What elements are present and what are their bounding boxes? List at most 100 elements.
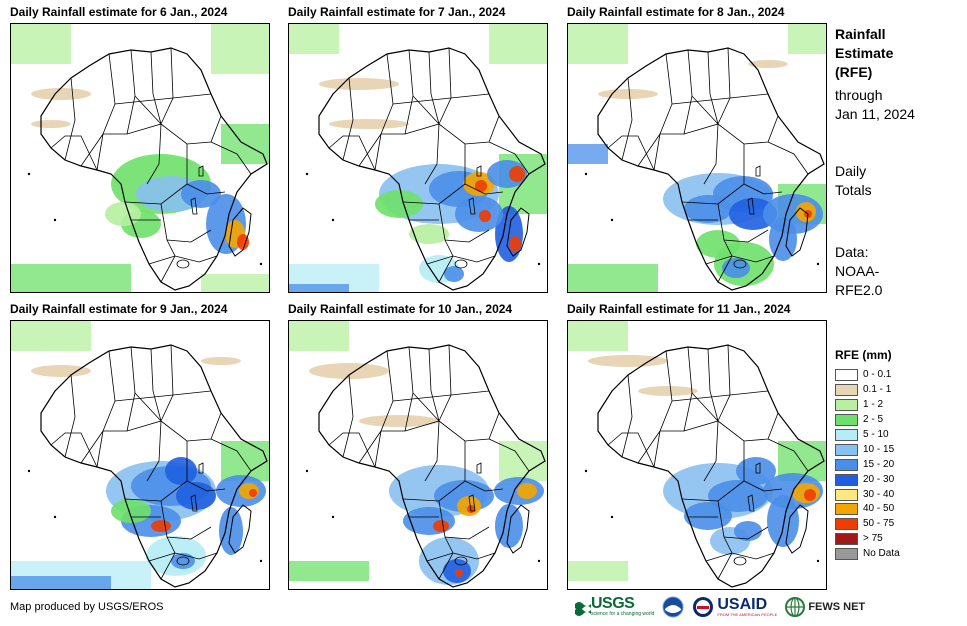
light-rain-area	[359, 415, 439, 427]
country-border	[50, 432, 98, 468]
africa-map-svg	[289, 321, 547, 588]
legend-label: 40 - 50	[863, 503, 895, 515]
product-title-line: Rainfall	[835, 26, 886, 42]
data-source-text: Data: NOAA- RFE2.0	[835, 243, 882, 300]
period-text: through Jan 11, 2024	[835, 86, 915, 124]
legend-item: 40 - 50	[835, 502, 935, 517]
country-border	[186, 441, 226, 492]
country-border	[438, 500, 490, 540]
country-border	[653, 430, 661, 468]
country-border	[381, 346, 414, 432]
legend-title: RFE (mm)	[835, 348, 892, 362]
country-border	[404, 115, 500, 145]
period-line: Jan 11, 2024	[835, 106, 915, 122]
lake-outline	[468, 197, 476, 215]
country-border	[683, 115, 779, 145]
usgs-wave-icon	[575, 602, 591, 616]
legend-swatch	[835, 429, 858, 441]
light-rain-area	[748, 60, 788, 68]
panel-title: Daily Rainfall estimate for 8 Jan., 2024	[567, 5, 785, 19]
light-rain-area	[319, 78, 399, 90]
map-panel-jan-8: Daily Rainfall estimate for 8 Jan., 2024	[567, 3, 827, 293]
country-border	[637, 53, 673, 167]
rainfall-area	[444, 266, 464, 282]
africa-coastline	[40, 47, 268, 291]
madagascar-coastline	[506, 504, 530, 554]
rainfall-area	[11, 24, 71, 64]
madagascar-coastline	[785, 504, 809, 554]
rainfall-area	[289, 24, 339, 54]
country-border	[426, 552, 496, 562]
country-border	[160, 344, 174, 422]
country-border	[146, 123, 162, 185]
rainfall-area	[176, 482, 216, 510]
usaid-wordmark: USAID	[717, 595, 768, 613]
fews-net-wordmark: FEWS NET	[808, 601, 866, 613]
noaa-emblem-icon	[662, 596, 684, 618]
lake-outline	[755, 165, 761, 177]
lake-outline	[198, 462, 204, 474]
africa-map-svg	[11, 24, 269, 292]
legend-item: 15 - 20	[835, 457, 935, 472]
africa-map-svg	[11, 321, 269, 589]
legend-label: 20 - 30	[863, 473, 895, 485]
country-border	[114, 394, 174, 402]
rainfall-area	[249, 489, 257, 497]
panel-title: Daily Rainfall estimate for 10 Jan., 202…	[288, 302, 513, 316]
island-marker	[53, 218, 57, 222]
rainfall-area	[289, 284, 349, 292]
rainfall-area	[201, 274, 269, 292]
island-marker	[53, 515, 57, 519]
usgs-tagline: science for a changing world	[591, 611, 655, 617]
light-rain-area	[31, 88, 91, 100]
rainfall-area	[455, 196, 503, 232]
madagascar-coastline	[228, 207, 252, 257]
country-border	[64, 77, 76, 161]
country-border	[691, 348, 719, 422]
country-border	[210, 141, 252, 175]
lake-outline	[747, 197, 755, 215]
lake-outline	[468, 494, 476, 512]
africa-map-svg	[568, 321, 826, 588]
country-border	[717, 500, 769, 540]
country-border	[691, 51, 719, 125]
rainfall-area	[289, 561, 369, 581]
legend-swatch	[835, 473, 858, 486]
panel-title: Daily Rainfall estimate for 11 Jan., 202…	[567, 302, 791, 316]
country-border	[134, 348, 162, 422]
rainfall-area	[767, 495, 799, 547]
period-line: through	[835, 87, 883, 103]
island-marker	[305, 172, 309, 176]
island-marker	[331, 218, 335, 222]
lake-outline	[747, 494, 755, 512]
map-credit: Map produced by USGS/EROS	[10, 601, 164, 613]
country-border	[126, 115, 222, 145]
light-rain-area	[329, 119, 409, 129]
country-border	[683, 412, 779, 442]
country-border	[621, 77, 633, 161]
lake-outline	[198, 165, 204, 177]
island-marker	[27, 469, 31, 473]
island-marker	[27, 172, 31, 176]
rainfall-area	[509, 166, 525, 182]
rainfall-area	[171, 553, 195, 569]
island-marker	[816, 262, 820, 266]
rainfall-area	[568, 24, 628, 64]
light-rain-area	[598, 89, 658, 99]
africa-coastline	[40, 344, 268, 588]
lake-outline	[190, 494, 198, 512]
country-border	[660, 49, 693, 135]
rainfall-area	[475, 180, 487, 192]
island-marker	[610, 515, 614, 519]
rainfall-area	[111, 499, 151, 523]
country-border	[160, 239, 176, 283]
totals-text: Daily Totals	[835, 162, 872, 200]
legend-item: > 75	[835, 532, 935, 547]
rainfall-area	[105, 202, 141, 226]
rainfall-area	[517, 483, 537, 499]
country-border	[148, 255, 218, 265]
country-border	[103, 49, 136, 135]
rainfall-map	[567, 320, 827, 590]
country-border	[607, 432, 655, 468]
island-marker	[537, 559, 541, 563]
